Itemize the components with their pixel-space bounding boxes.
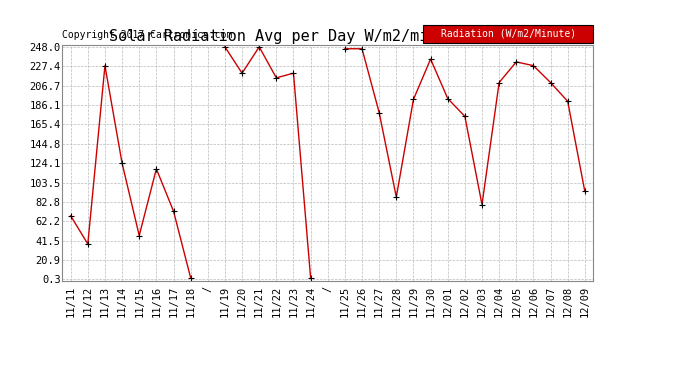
FancyBboxPatch shape	[424, 25, 593, 43]
Text: Copyright 2017 Cartronics.com: Copyright 2017 Cartronics.com	[62, 30, 233, 40]
Title: Solar Radiation Avg per Day W/m2/minute 20171209: Solar Radiation Avg per Day W/m2/minute …	[109, 29, 546, 44]
Text: Radiation (W/m2/Minute): Radiation (W/m2/Minute)	[441, 28, 576, 39]
